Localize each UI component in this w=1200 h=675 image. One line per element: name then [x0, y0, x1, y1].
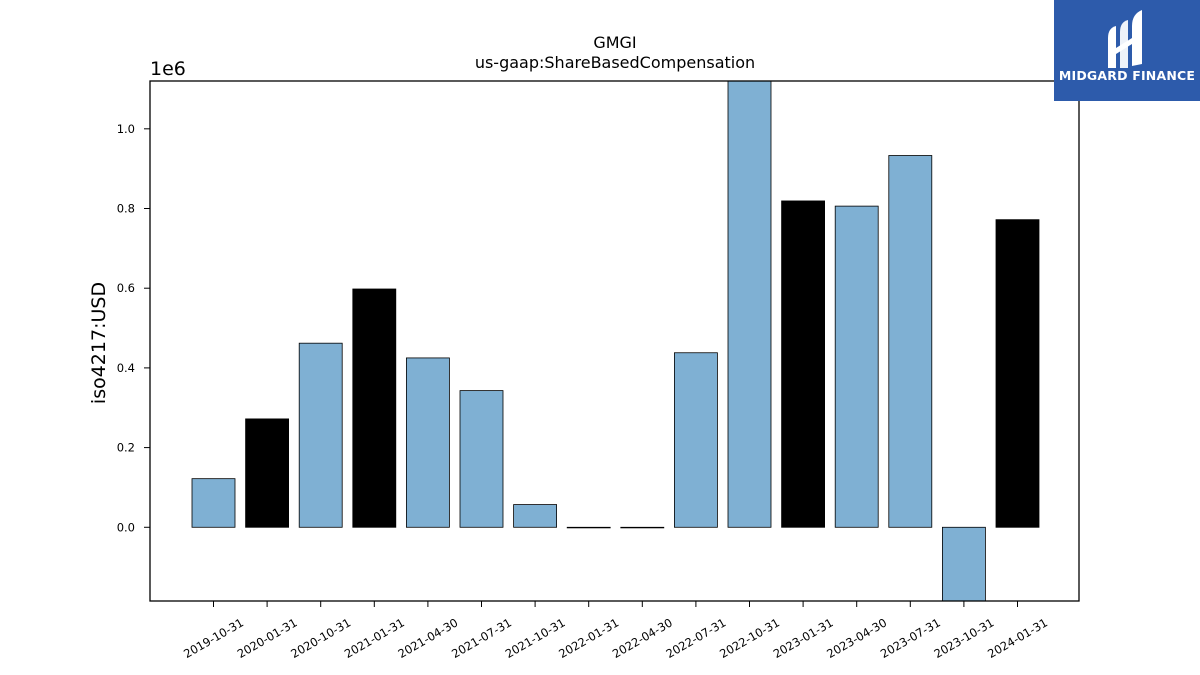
x-tick-label: 2023-07-31: [878, 615, 943, 661]
y-scale-label: 1e6: [150, 58, 186, 80]
x-tick-label: 2019-10-31: [181, 615, 246, 661]
x-tick-label: 2021-01-31: [342, 615, 407, 661]
y-axis-label: iso4217:USD: [88, 282, 110, 404]
x-axis-ticks: 2019-10-312020-01-312020-10-312021-01-31…: [181, 601, 1050, 661]
plot-frame: [149, 80, 1080, 602]
x-tick-label: 2021-10-31: [503, 615, 568, 661]
x-tick-label: 2023-04-30: [824, 615, 889, 661]
bar-2023-04-30: [834, 205, 879, 528]
x-tick-label: 2024-01-31: [985, 615, 1050, 661]
bar-2019-10-31: [191, 478, 236, 528]
x-tick-label: 2022-10-31: [717, 615, 782, 661]
bar-2021-10-31: [513, 504, 557, 528]
bars-group: [191, 80, 1040, 602]
bar-2020-10-31: [298, 342, 343, 528]
bar-2023-07-31: [888, 155, 933, 528]
bar-2021-01-31: [352, 288, 397, 528]
x-tick-label: 2021-07-31: [449, 615, 514, 661]
x-tick-label: 2022-01-31: [556, 615, 621, 661]
x-tick-label: 2022-07-31: [664, 615, 729, 661]
y-tick-label: 0.4: [117, 361, 135, 375]
y-tick-label: 1.0: [117, 122, 135, 136]
bar-2024-01-31: [995, 219, 1040, 528]
bar-2020-01-31: [245, 418, 290, 528]
y-tick-label: 0.6: [117, 281, 135, 295]
brand-logo: MIDGARD FINANCE: [1054, 0, 1200, 101]
bar-2021-07-31: [459, 390, 504, 528]
midgard-logo-icon: [1108, 10, 1142, 68]
bar-2022-07-31: [674, 352, 718, 528]
y-axis-ticks: 0.0 0.2 0.4 0.6 0.8 1.0: [117, 122, 150, 534]
bar-2022-10-31: [727, 80, 772, 528]
x-tick-label: 2020-10-31: [288, 615, 353, 661]
bar-2022-04-30: [620, 526, 665, 529]
y-tick-label: 0.0: [117, 520, 135, 534]
chart-title: GMGI: [593, 33, 636, 52]
bar-2022-01-31: [566, 526, 611, 529]
bar-2021-04-30: [405, 357, 450, 528]
x-tick-label: 2020-01-31: [235, 615, 300, 661]
x-tick-label: 2023-10-31: [932, 615, 997, 661]
y-tick-label: 0.2: [117, 441, 135, 455]
x-tick-label: 2021-04-30: [396, 615, 461, 661]
y-tick-label: 0.8: [117, 202, 135, 216]
x-tick-label: 2023-01-31: [771, 615, 836, 661]
bar-2023-01-31: [781, 200, 825, 528]
x-tick-label: 2022-04-30: [610, 615, 675, 661]
chart-subtitle: us-gaap:ShareBasedCompensation: [475, 53, 755, 72]
brand-name: MIDGARD FINANCE: [1058, 68, 1196, 83]
bar-2023-10-31: [942, 526, 986, 602]
